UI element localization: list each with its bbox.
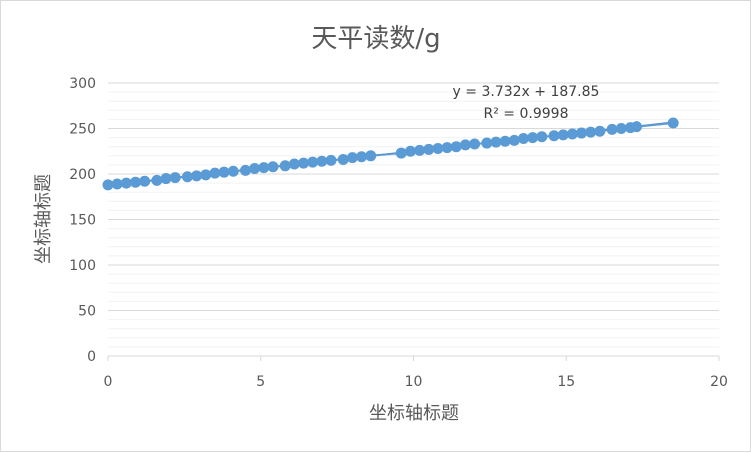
data-point — [279, 160, 291, 172]
data-point — [111, 178, 123, 190]
x-axis-title: 坐标轴标题 — [369, 403, 459, 424]
data-point — [490, 136, 502, 148]
data-point — [181, 171, 193, 183]
data-point — [404, 145, 416, 157]
x-tick-label: 10 — [405, 374, 423, 390]
data-point — [499, 135, 511, 147]
data-point — [160, 173, 172, 185]
data-point — [298, 157, 310, 169]
y-tick-label: 0 — [87, 349, 96, 365]
y-axis-ticks: 0 50 100 150 200 250 300 — [69, 76, 96, 365]
data-point — [356, 151, 368, 163]
data-point — [423, 143, 435, 155]
data-point — [536, 131, 548, 143]
data-point — [288, 158, 300, 170]
data-point — [365, 150, 377, 162]
y-tick-label: 150 — [69, 213, 96, 229]
data-point — [667, 117, 679, 129]
data-point — [316, 155, 328, 167]
data-point — [441, 142, 453, 154]
y-axis-title: 坐标轴标题 — [33, 174, 54, 264]
data-point — [469, 138, 481, 150]
data-point — [527, 132, 539, 144]
x-tick-label: 20 — [710, 374, 728, 390]
data-point — [249, 163, 261, 175]
x-tick-label: 5 — [256, 374, 265, 390]
x-tick-label: 15 — [557, 374, 575, 390]
data-point — [267, 161, 279, 173]
data-point — [258, 162, 270, 174]
data-point — [631, 121, 643, 133]
data-point — [218, 166, 230, 178]
y-tick-label: 200 — [69, 167, 96, 183]
data-point — [517, 133, 529, 145]
data-points — [102, 117, 679, 191]
y-tick-label: 100 — [69, 258, 96, 274]
data-point — [307, 156, 319, 168]
data-point — [139, 175, 151, 187]
data-point — [325, 154, 337, 166]
x-axis-ticks: 0 5 10 15 20 — [104, 356, 728, 390]
data-point — [481, 137, 493, 149]
data-point — [239, 164, 251, 176]
data-point — [346, 152, 358, 164]
data-point — [227, 165, 239, 177]
data-point — [557, 129, 569, 141]
y-tick-label: 300 — [69, 76, 96, 92]
data-point — [576, 127, 588, 139]
data-point — [606, 123, 618, 135]
data-point — [585, 126, 597, 138]
data-point — [151, 174, 163, 186]
data-point — [209, 167, 221, 179]
data-point — [432, 143, 444, 155]
data-point — [548, 130, 560, 142]
data-point — [191, 170, 203, 182]
data-point — [102, 179, 114, 191]
y-tick-label: 250 — [69, 122, 96, 138]
data-point — [120, 177, 132, 189]
data-point — [508, 134, 520, 146]
data-point — [566, 128, 578, 140]
data-point — [395, 147, 407, 159]
data-point — [459, 139, 471, 151]
data-point — [414, 144, 426, 156]
data-point — [169, 172, 181, 184]
trendline-equation: y = 3.732x + 187.85 — [453, 84, 600, 100]
data-point — [337, 153, 349, 165]
chart-title: 天平读数/g — [311, 24, 440, 54]
data-point — [594, 125, 606, 137]
data-point — [129, 176, 141, 188]
x-tick-label: 0 — [104, 374, 113, 390]
trendline-r-squared: R² = 0.9998 — [484, 106, 569, 122]
data-point — [200, 169, 212, 181]
data-point — [450, 141, 462, 153]
data-point — [615, 123, 627, 134]
y-tick-label: 50 — [78, 304, 96, 320]
